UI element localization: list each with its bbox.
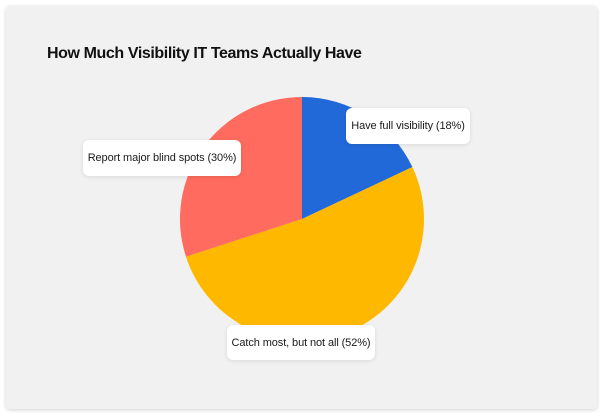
label-catch-most: Catch most, but not all (52%) — [227, 325, 375, 360]
chart-title: How Much Visibility IT Teams Actually Ha… — [47, 45, 362, 62]
pie-slices — [179, 97, 424, 341]
label-full-visibility: Have full visibility (18%) — [346, 108, 470, 144]
slice-catch-most — [185, 167, 424, 341]
label-catch-most-text: Catch most, but not all (52%) — [231, 336, 371, 349]
slice-full-visibility — [302, 97, 413, 219]
label-full-visibility-text: Have full visibility (18%) — [351, 120, 465, 132]
slice-blind-spots — [179, 97, 302, 257]
label-blind-spots-text: Report major blind spots (30%) — [87, 152, 237, 164]
label-blind-spots: Report major blind spots (30%) — [83, 140, 241, 176]
